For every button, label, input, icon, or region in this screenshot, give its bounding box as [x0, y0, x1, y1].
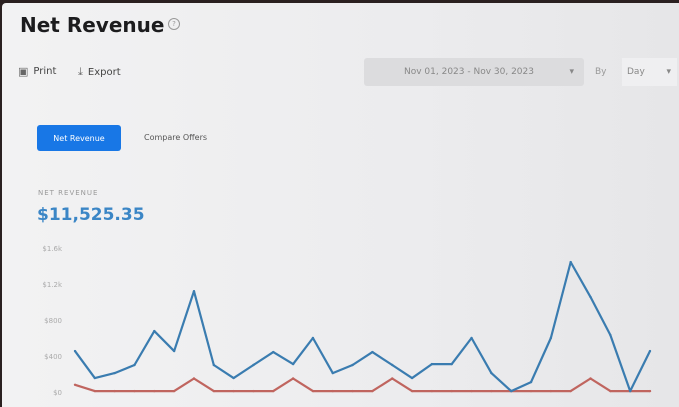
data-point[interactable]	[470, 389, 473, 393]
data-point[interactable]	[589, 295, 592, 299]
data-point[interactable]	[351, 363, 354, 367]
data-point[interactable]	[648, 349, 652, 353]
tab-compare-offers[interactable]: Compare Offers	[144, 133, 208, 142]
data-point[interactable]	[391, 363, 394, 367]
y-tick-label: $400	[44, 353, 62, 361]
y-tick-label: $1.6k	[42, 245, 63, 253]
data-point[interactable]	[272, 389, 275, 393]
data-point[interactable]	[291, 362, 295, 366]
data-point[interactable]	[410, 389, 414, 393]
data-point[interactable]	[113, 389, 116, 393]
data-point[interactable]	[311, 336, 315, 340]
data-point[interactable]	[549, 389, 553, 393]
data-point[interactable]	[490, 389, 493, 393]
data-point[interactable]	[133, 389, 136, 393]
kpi-value: $11,525.35	[37, 205, 145, 225]
print-button[interactable]: ▣ Print	[18, 65, 56, 78]
data-point[interactable]	[172, 389, 176, 393]
export-label: Export	[87, 66, 121, 78]
data-point[interactable]	[93, 389, 97, 393]
data-point[interactable]	[490, 371, 493, 375]
data-point[interactable]	[549, 336, 553, 340]
data-point[interactable]	[192, 290, 196, 293]
data-point[interactable]	[113, 371, 116, 375]
data-point[interactable]	[133, 363, 136, 367]
data-point[interactable]	[93, 376, 97, 380]
data-point[interactable]	[232, 376, 235, 380]
y-tick-label: $0	[53, 389, 62, 397]
data-point[interactable]	[450, 362, 453, 366]
data-point[interactable]	[529, 380, 533, 384]
data-point[interactable]	[569, 260, 572, 264]
data-point[interactable]	[232, 389, 235, 393]
tab-net-revenue[interactable]: Net Revenue	[37, 125, 121, 151]
by-label: By	[595, 67, 607, 77]
series-line	[74, 261, 651, 393]
data-point[interactable]	[73, 383, 77, 386]
data-point[interactable]	[450, 389, 453, 393]
chevron-down-icon: ▾	[666, 67, 671, 77]
data-point[interactable]	[252, 389, 255, 393]
data-point[interactable]	[430, 362, 434, 366]
data-point[interactable]	[331, 371, 334, 375]
data-point[interactable]	[351, 389, 354, 393]
question-circle-icon[interactable]: ?	[168, 18, 180, 30]
y-tick-label: $1.2k	[42, 281, 63, 289]
data-point[interactable]	[252, 363, 255, 367]
data-point[interactable]	[648, 389, 652, 393]
date-range-value: Nov 01, 2023 - Nov 30, 2023	[404, 67, 534, 77]
granularity-select[interactable]: Day ▾	[622, 58, 677, 86]
data-point[interactable]	[609, 389, 612, 393]
date-range-select[interactable]: Nov 01, 2023 - Nov 30, 2023 ▾	[364, 58, 584, 86]
data-point[interactable]	[569, 389, 572, 393]
page-title: Net Revenue	[20, 13, 165, 37]
data-point[interactable]	[192, 377, 196, 380]
data-point[interactable]	[73, 349, 77, 353]
data-point[interactable]	[628, 389, 632, 393]
print-label: Print	[33, 66, 57, 77]
data-point[interactable]	[212, 363, 215, 367]
y-tick-label: $800	[44, 317, 62, 325]
data-point[interactable]	[371, 350, 374, 354]
download-icon: ⤓	[78, 65, 83, 78]
data-point[interactable]	[470, 336, 473, 340]
data-point[interactable]	[291, 377, 295, 380]
data-point[interactable]	[529, 389, 533, 393]
data-point[interactable]	[609, 333, 612, 337]
app-window: Net Revenue ? ▣ Print ⤓ Export Nov 01, 2…	[2, 3, 679, 407]
data-point[interactable]	[589, 377, 592, 380]
data-point[interactable]	[311, 389, 315, 393]
data-point[interactable]	[212, 389, 215, 393]
data-point[interactable]	[430, 389, 434, 393]
data-point[interactable]	[153, 329, 156, 333]
granularity-value: Day	[627, 67, 645, 77]
data-point[interactable]	[272, 350, 275, 354]
chevron-down-icon: ▾	[569, 67, 574, 77]
data-point[interactable]	[410, 376, 414, 380]
kpi-label: NET REVENUE	[38, 189, 99, 197]
data-point[interactable]	[153, 389, 156, 393]
data-point[interactable]	[172, 349, 176, 353]
data-point[interactable]	[510, 389, 513, 393]
data-point[interactable]	[371, 389, 374, 393]
printer-icon: ▣	[18, 65, 29, 78]
series-line	[74, 377, 650, 393]
export-button[interactable]: ⤓ Export	[78, 65, 121, 79]
data-point[interactable]	[391, 377, 394, 380]
data-point[interactable]	[331, 389, 334, 393]
